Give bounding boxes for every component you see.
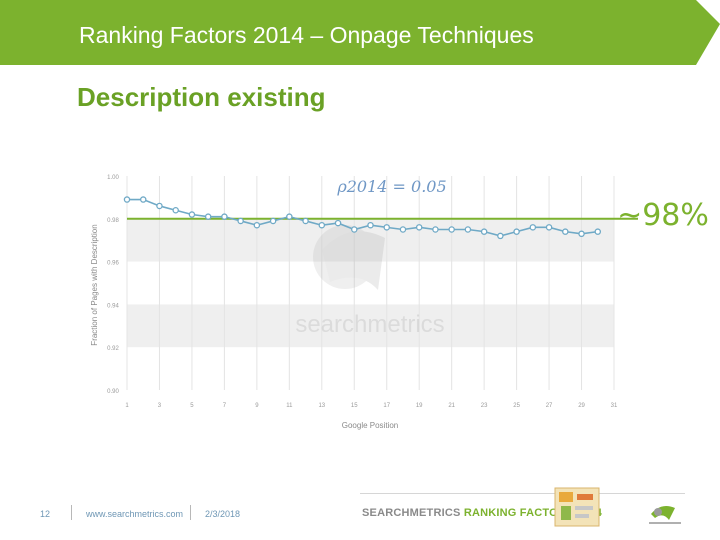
rho-label: ρ2014 = 0.05 [336, 177, 446, 196]
footer-separator [71, 505, 72, 520]
data-point [237, 217, 244, 225]
data-point [139, 196, 147, 203]
x-tick-label: 19 [416, 403, 423, 409]
x-tick-label: 9 [255, 403, 259, 409]
footer-url: www.searchmetrics.com [86, 509, 184, 519]
annotation-98: ~98% [617, 198, 709, 233]
brand-part-1: SEARCHMETRICS [362, 507, 461, 519]
searchmetrics-logo-icon [649, 506, 681, 524]
data-point [172, 206, 179, 214]
data-point [253, 221, 261, 229]
watermark-logo: searchmetrics [295, 225, 445, 338]
x-tick-label: 29 [578, 403, 585, 409]
series-points [123, 196, 602, 240]
ranking-factors-book-icon [554, 487, 600, 527]
x-tick-label: 23 [481, 403, 488, 409]
data-point [529, 224, 537, 231]
y-axis-label: Fraction of Pages with Description [90, 224, 99, 345]
y-tick-label: 1.00 [107, 175, 119, 181]
x-tick-label: 5 [190, 403, 194, 409]
watermark-text: searchmetrics [295, 311, 444, 338]
data-point [334, 219, 342, 227]
x-tick-label: 1 [125, 403, 129, 409]
data-point [497, 232, 504, 240]
x-tick-label: 15 [351, 403, 358, 409]
chart-gridlines [126, 176, 615, 390]
x-axis-label: Google Position [342, 421, 398, 430]
page-title: Ranking Factors 2014 – Onpage Techniques [79, 22, 534, 48]
x-tick-label: 7 [223, 403, 227, 409]
slide-number: 12 [40, 509, 51, 519]
y-tick-label: 0.92 [107, 346, 119, 352]
y-tick-label: 0.98 [107, 218, 119, 224]
y-tick-label: 0.96 [107, 261, 119, 267]
data-point [123, 196, 131, 203]
data-point [448, 226, 455, 233]
data-point [351, 226, 358, 233]
data-point [367, 221, 374, 229]
header-bar: Ranking Factors 2014 – Onpage Techniques [0, 0, 696, 65]
x-tick-label: 27 [546, 403, 553, 409]
data-point [545, 224, 553, 231]
data-point [269, 217, 277, 225]
data-point [480, 228, 488, 235]
data-point [415, 224, 423, 231]
x-tick-label: 31 [611, 403, 618, 409]
footer-divider [360, 493, 685, 494]
data-point [156, 202, 163, 210]
data-point [318, 221, 326, 229]
data-point [286, 213, 293, 220]
footer-separator [190, 505, 191, 520]
x-tick-label: 11 [286, 403, 293, 409]
x-tick-label: 21 [448, 403, 455, 409]
y-axis-ticks: 1.00 0.98 0.96 0.94 0.92 0.90 [107, 175, 119, 395]
data-point [188, 211, 196, 218]
x-tick-label: 13 [318, 403, 325, 409]
data-point [464, 226, 472, 233]
data-point [221, 213, 228, 220]
footer-date: 2/3/2018 [205, 509, 241, 519]
x-axis-ticks: 1 3 5 7 9 11 13 15 17 19 21 23 25 27 29 31 [125, 403, 618, 409]
data-point [204, 213, 212, 220]
x-tick-label: 25 [513, 403, 520, 409]
data-point [383, 224, 390, 231]
data-point [399, 226, 407, 233]
header-corner-fold [696, 0, 720, 65]
data-point [513, 228, 520, 235]
chart-band [127, 304, 614, 348]
x-tick-label: 17 [383, 403, 390, 409]
x-tick-label: 3 [158, 403, 162, 409]
data-point [562, 228, 569, 235]
y-tick-label: 0.90 [107, 389, 119, 395]
data-point [432, 226, 439, 233]
slide-subtitle: Description existing [77, 82, 326, 112]
data-point [594, 228, 602, 235]
data-point [302, 217, 309, 225]
y-tick-label: 0.94 [107, 303, 119, 309]
data-point [578, 230, 585, 238]
